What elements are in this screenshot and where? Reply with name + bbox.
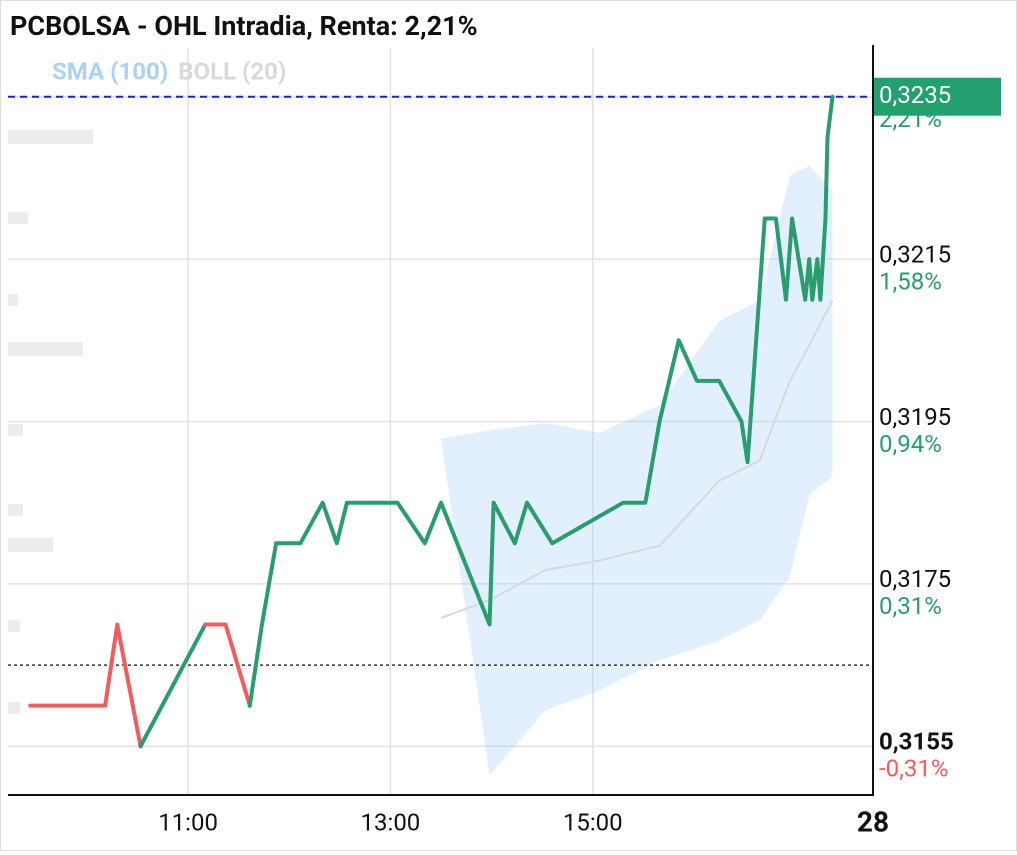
legend-label: BOLL (20): [178, 57, 286, 85]
depth-bar: [8, 342, 83, 356]
last-price-tag: [874, 77, 1001, 116]
x-tick-label: 15:00: [563, 808, 623, 836]
indicator-line: [440, 300, 834, 619]
pct-label: 0,94%: [879, 430, 942, 458]
y-tick-label: 0,3155: [879, 728, 954, 756]
depth-bar: [8, 130, 93, 144]
bollinger-band: [441, 165, 833, 776]
y-tick-label: 0,3175: [879, 565, 951, 593]
price-line: [28, 622, 143, 749]
depth-bar: [8, 212, 28, 224]
last-price-label: 0,3235: [879, 81, 951, 109]
grid: [8, 48, 873, 795]
plot: [8, 94, 873, 776]
x-tick-label: 28: [857, 805, 889, 838]
depth-bar: [8, 294, 18, 306]
x-tick-label: 11:00: [158, 808, 218, 836]
title-bar: [8, 8, 873, 48]
pct-label: -0,31%: [879, 755, 948, 783]
depth-bar: [8, 620, 20, 632]
depth-bar: [8, 702, 20, 714]
price-line: [138, 622, 208, 749]
price-line: [203, 622, 252, 708]
pct-label: 0,31%: [879, 592, 942, 620]
chart-title: PCBOLSA - OHL Intradia, Renta: 2,21%: [10, 10, 478, 42]
depth-bars: [8, 130, 93, 714]
depth-bar: [8, 538, 53, 552]
y-tick-label: 0,3195: [879, 403, 951, 431]
y-tick-label: 0,3215: [879, 240, 951, 268]
depth-bar: [8, 424, 23, 436]
price-line: [247, 94, 835, 708]
x-tick-label: 13:00: [361, 808, 421, 836]
legend-label: SMA (100): [52, 57, 168, 85]
depth-bar: [8, 504, 23, 516]
pct-label: 1,58%: [879, 267, 942, 295]
